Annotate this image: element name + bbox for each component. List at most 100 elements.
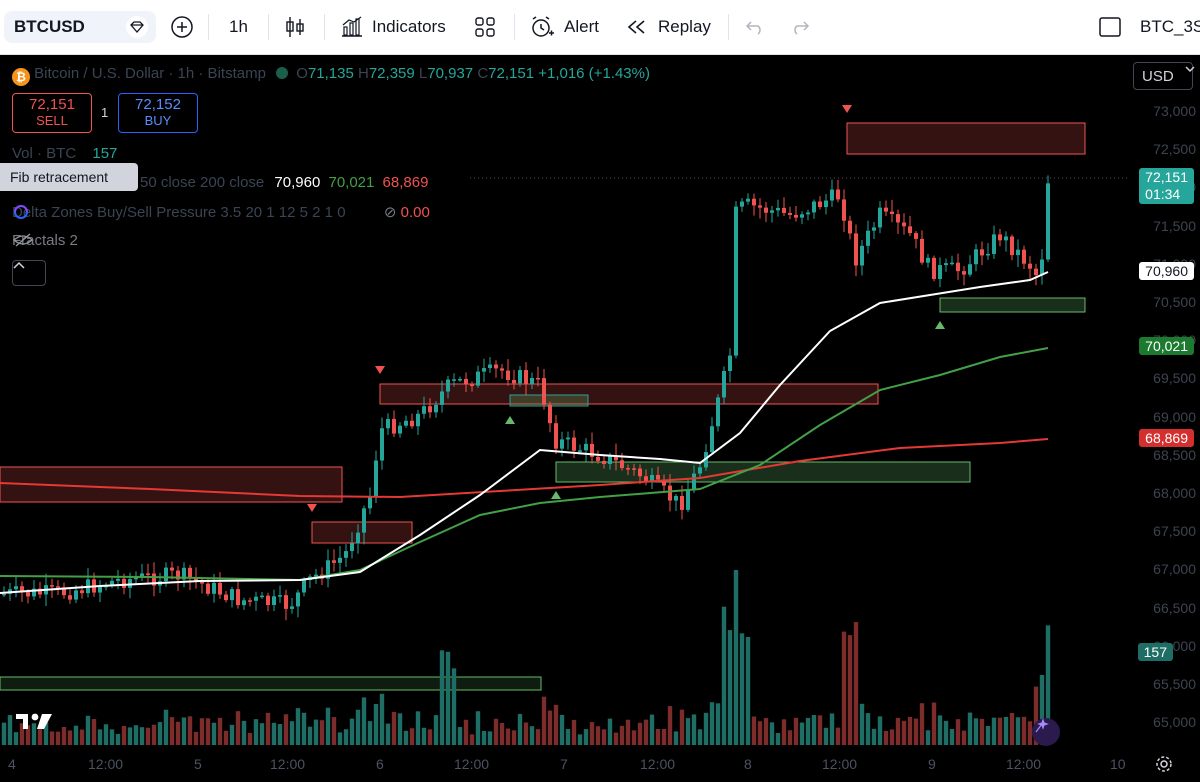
candle-down: [248, 600, 252, 602]
candle-up: [482, 368, 486, 372]
alert-button[interactable]: Alert: [530, 11, 599, 43]
bitcoin-logo-icon: ₿: [12, 68, 30, 86]
volume-bar: [319, 720, 325, 745]
volume-bar: [775, 733, 781, 745]
volume-bar: [565, 729, 571, 745]
volume-bar: [541, 696, 547, 745]
volume-bar: [547, 710, 553, 745]
volume-bar: [691, 714, 697, 745]
volume-bar: [643, 719, 649, 745]
candle-down: [56, 586, 60, 588]
ai-assistant-icon[interactable]: [1032, 718, 1060, 746]
candle-down: [632, 468, 636, 470]
symbol-name: BTCUSD: [14, 17, 85, 36]
candle-down: [962, 271, 966, 275]
volume-bar: [19, 723, 25, 745]
currency-select[interactable]: USD: [1133, 62, 1195, 90]
compare-plus-icon[interactable]: [170, 11, 196, 43]
replay-button[interactable]: Replay: [626, 11, 711, 43]
volume-bar: [499, 722, 505, 745]
volume-bar: [241, 720, 247, 745]
candle-up: [578, 450, 582, 452]
volume-bar: [427, 729, 433, 745]
ma-slow-line: [0, 438, 1049, 499]
candle-up: [866, 230, 870, 246]
price-chart[interactable]: [0, 55, 1200, 782]
candle-up: [968, 264, 972, 275]
candle-down: [842, 199, 846, 221]
buy-button[interactable]: 72,152 BUY: [118, 93, 198, 133]
candle-down: [626, 468, 630, 470]
drawing-tooltip: Fib retracement: [0, 163, 138, 191]
interval-button[interactable]: 1h: [229, 17, 248, 36]
undo-icon[interactable]: [745, 11, 767, 43]
volume-bar: [661, 728, 667, 745]
layouts-grid-icon[interactable]: [474, 11, 498, 43]
ma-slow-value: 68,869: [382, 174, 429, 191]
redo-icon[interactable]: [790, 11, 812, 43]
layout-name[interactable]: BTC_3S: [1140, 17, 1200, 36]
sell-button[interactable]: 72,151 SELL: [12, 93, 92, 133]
open-label: O: [296, 65, 308, 82]
volume-bar: [313, 719, 319, 745]
fractal-down-marker: [375, 366, 385, 374]
layout-square-icon[interactable]: [1098, 11, 1124, 43]
volume-bar: [505, 728, 511, 745]
hidden-eye-icon[interactable]: [13, 232, 110, 248]
chart-pane[interactable]: ₿ Bitcoin / U.S. Dollar · 1h · Bitstamp …: [0, 55, 1200, 782]
candle-up: [2, 593, 6, 596]
candle-down: [998, 234, 1002, 241]
delta-zone-box: [939, 297, 1086, 313]
symbol-diamond-icon[interactable]: [126, 16, 148, 38]
candle-down: [602, 460, 606, 464]
volume-bar: [1027, 721, 1033, 745]
volume-bar: [577, 734, 583, 745]
volume-bar: [253, 719, 259, 745]
candle-up: [230, 589, 234, 601]
candle-up: [728, 355, 732, 372]
candle-up: [1040, 259, 1044, 276]
toolbar-divider: [268, 14, 269, 40]
volume-bar: [853, 622, 859, 745]
volume-bar: [517, 713, 523, 745]
candlestick-chart-type-icon[interactable]: [284, 11, 308, 43]
time-tick-label: 10: [1110, 756, 1126, 772]
volume-bar: [613, 732, 619, 745]
candle-down: [410, 420, 414, 427]
volume-bar: [583, 729, 589, 745]
indicators-button[interactable]: Indicators: [340, 11, 446, 43]
symbol-search[interactable]: BTCUSD: [4, 11, 156, 43]
candle-down: [656, 475, 660, 480]
volume-bar: [307, 726, 313, 745]
volume-bar: [823, 727, 829, 745]
candle-down: [524, 370, 528, 384]
candle-up: [134, 577, 138, 580]
candle-down: [818, 201, 822, 208]
open-value: 71,135: [307, 65, 354, 82]
candle-down: [266, 595, 270, 606]
volume-bar: [949, 729, 955, 745]
candle-up: [110, 580, 114, 586]
candle-down: [50, 585, 54, 587]
volume-bar: [469, 734, 475, 745]
volume-bar: [931, 702, 937, 745]
candle-down: [236, 589, 240, 606]
candle-down: [1028, 263, 1032, 269]
candle-up: [824, 200, 828, 208]
fractals-label: Fractals 2: [12, 232, 78, 249]
candle-down: [20, 586, 24, 593]
candle-down: [224, 594, 228, 601]
volume-bar: [277, 724, 283, 745]
volume-bar: [193, 731, 199, 745]
price-tick-label: 65,500: [1153, 676, 1196, 692]
collapse-legend-button[interactable]: [12, 260, 46, 286]
alert-label: Alert: [564, 17, 599, 36]
volume-bar: [829, 713, 835, 745]
candle-down: [980, 249, 984, 256]
volume-bar: [55, 731, 61, 745]
candle-down: [680, 496, 684, 510]
candle-up: [272, 596, 276, 606]
candle-down: [200, 580, 204, 584]
candle-down: [890, 211, 894, 215]
volume-bar: [1015, 717, 1021, 745]
